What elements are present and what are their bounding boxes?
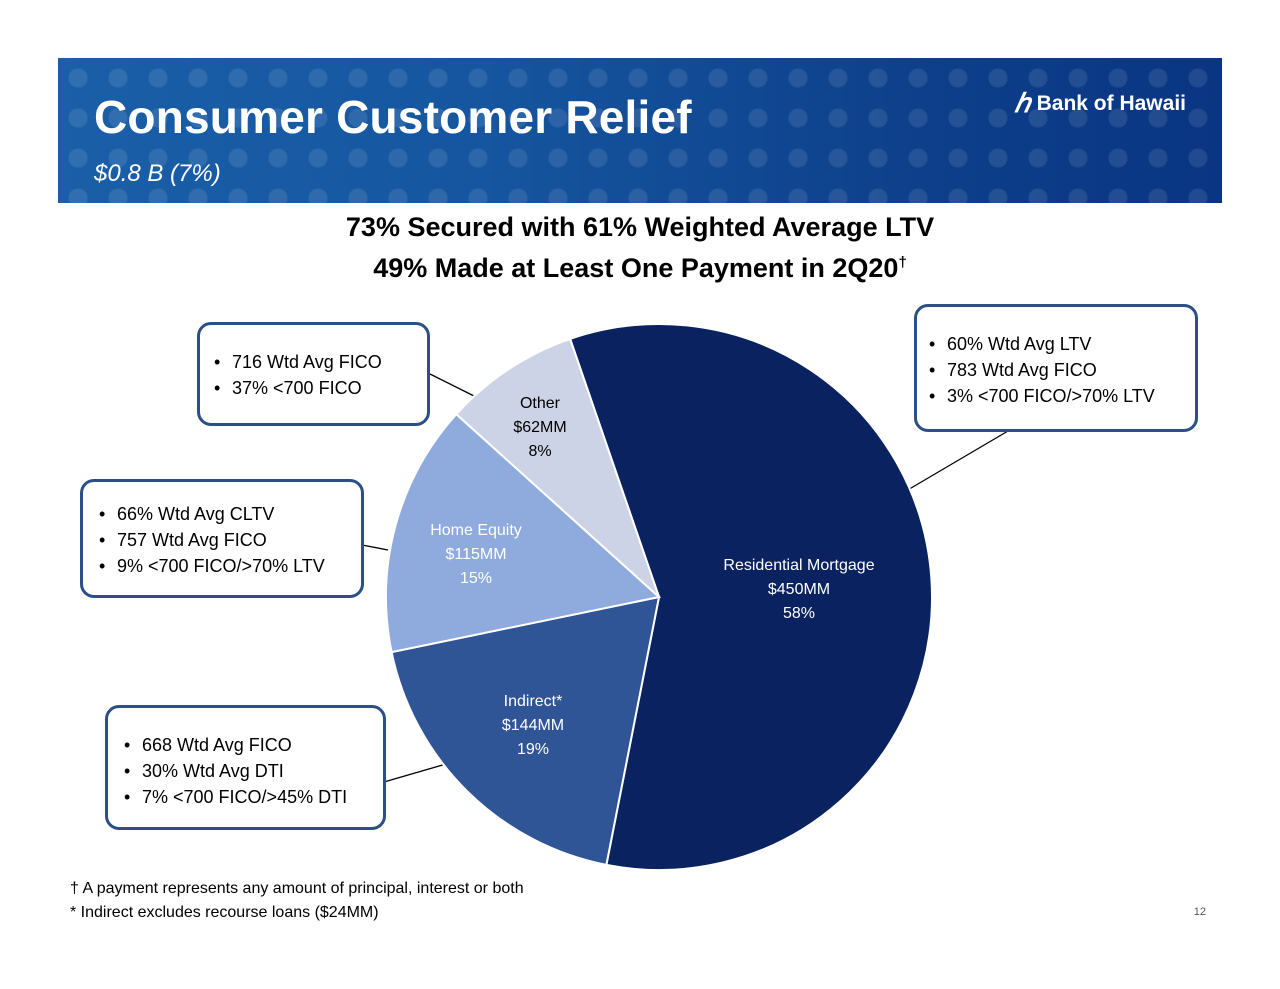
callout-home-equity: 66% Wtd Avg CLTV 757 Wtd Avg FICO 9% <70… <box>80 479 364 598</box>
header-pattern <box>58 58 1222 203</box>
connector-other <box>429 373 475 397</box>
pie-label-percent: 19% <box>517 741 549 758</box>
pie-label-amount: $450MM <box>768 581 830 598</box>
callout-residential-item: 60% Wtd Avg LTV <box>929 331 1195 357</box>
page-title: Consumer Customer Relief <box>94 91 692 143</box>
pie-label-percent: 15% <box>460 570 492 587</box>
callout-home-equity-item: 757 Wtd Avg FICO <box>99 527 361 553</box>
headline-line-2: 49% Made at Least One Payment in 2Q20† <box>0 253 1280 284</box>
headline-line-2-text: 49% Made at Least One Payment in 2Q20 <box>373 253 899 283</box>
callout-indirect: 668 Wtd Avg FICO 30% Wtd Avg DTI 7% <700… <box>105 705 386 830</box>
pie-label-amount: $62MM <box>513 419 566 436</box>
callout-residential-item: 3% <700 FICO/>70% LTV <box>929 383 1195 409</box>
callout-indirect-item: 668 Wtd Avg FICO <box>124 732 383 758</box>
pie-label-percent: 8% <box>528 443 551 460</box>
pie-label-name: Indirect* <box>504 693 563 710</box>
pie-slice-home-equity <box>385 412 662 654</box>
bank-logo-text: Bank of Hawaii <box>1036 91 1186 115</box>
headline-line-1: 73% Secured with 61% Weighted Average LT… <box>345 212 935 242</box>
callout-indirect-item: 30% Wtd Avg DTI <box>124 758 383 784</box>
footnote-indirect: * Indirect excludes recourse loans ($24M… <box>70 904 379 921</box>
bank-logo-icon: ℎ <box>1014 88 1031 118</box>
callout-home-equity-item: 9% <700 FICO/>70% LTV <box>99 553 361 579</box>
callout-residential-item: 783 Wtd Avg FICO <box>929 357 1195 383</box>
pie-label-amount: $115MM <box>445 546 506 563</box>
connector-residential <box>905 430 1009 492</box>
callout-home-equity-item: 66% Wtd Avg CLTV <box>99 501 361 527</box>
pie-slice-other <box>454 337 660 598</box>
page-number: 12 <box>1193 906 1206 918</box>
bank-logo: ℎ Bank of Hawaii <box>1014 88 1186 119</box>
callout-other-item: 716 Wtd Avg FICO <box>214 349 427 375</box>
callout-other: 716 Wtd Avg FICO 37% <700 FICO <box>197 322 430 426</box>
pie-label-name: Residential Mortgage <box>723 557 874 574</box>
connector-indirect <box>383 763 447 783</box>
pie-slice-indirect <box>390 595 661 867</box>
pie-label-amount: $144MM <box>502 717 564 734</box>
dagger-mark: † <box>898 254 907 271</box>
pie-label-name: Home Equity <box>430 522 522 539</box>
page-subtitle: $0.8 B (7%) <box>94 160 221 187</box>
callout-other-item: 37% <700 FICO <box>214 375 427 401</box>
pie-label-percent: 58% <box>783 605 815 622</box>
header-banner: Consumer Customer Relief $0.8 B (7%) ℎ B… <box>58 58 1222 203</box>
pie-label-name: Other <box>520 395 561 412</box>
connector-home-equity <box>361 544 389 551</box>
callout-residential: 60% Wtd Avg LTV 783 Wtd Avg FICO 3% <700… <box>914 304 1198 432</box>
pie-slices <box>385 323 933 871</box>
pie-labels: Residential Mortgage $450MM 58% Indirect* $1… <box>430 395 874 758</box>
footnote-dagger: † A payment represents any amount of pri… <box>70 880 524 897</box>
callout-indirect-item: 7% <700 FICO/>45% DTI <box>124 784 383 810</box>
pie-slice-residential-mortgage <box>568 323 933 871</box>
callout-connectors <box>361 373 1009 783</box>
